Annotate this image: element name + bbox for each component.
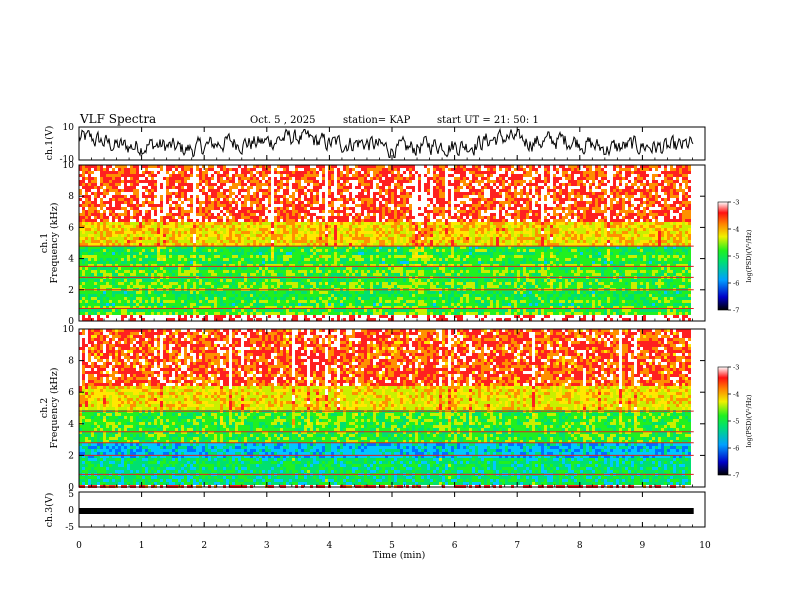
start-ut-label: start UT = 21: 50: 1	[437, 115, 539, 126]
ch2-ylabel-line2: Frequency (kHz)	[49, 368, 60, 449]
ch1-colorbar: -3 -4 -5 -6 -7 log(PSD)(V²/Hz)	[717, 199, 753, 315]
ch3-ytick-bottom: -5	[65, 523, 74, 533]
xtick-label-10: 10	[699, 541, 711, 551]
ch1-ytick-0: 0	[68, 317, 74, 327]
ch1-cbtick--3: -3	[733, 199, 739, 207]
xtick-label-9: 9	[640, 541, 646, 551]
xtick-label-7: 7	[514, 541, 520, 551]
ch3-ytick-top: 5	[68, 490, 74, 500]
ch1-spectrogram-image	[79, 165, 705, 321]
ch1-ylabel: ch.1(V)	[44, 126, 55, 161]
ch1-ytick-10: 10	[63, 161, 75, 171]
ch1-ytick-top: 10	[63, 123, 75, 133]
ch2-cbtick--6: -6	[733, 445, 739, 453]
ch1-ytick-bottom: -10	[60, 155, 75, 165]
ch1-colorbar-label: log(PSD)(V²/Hz)	[745, 229, 753, 282]
ch3-ytick-mid: 0	[68, 506, 74, 516]
ch2-cbtick--4: -4	[733, 391, 739, 399]
ch1-ytick-2: 2	[68, 286, 74, 296]
ch2-ytick-10: 10	[63, 325, 75, 335]
x-axis-label: Time (min)	[373, 550, 426, 561]
xtick-label-1: 1	[139, 541, 145, 551]
ch2-cbtick--3: -3	[733, 364, 739, 372]
ch2-spectrogram-image	[79, 329, 705, 488]
ch3-waveform-line	[79, 508, 694, 514]
ch1-cbtick--6: -6	[733, 280, 739, 288]
ch1-cbtick--4: -4	[733, 226, 739, 234]
ch1-colorbar-gradient	[717, 201, 729, 311]
ch2-ytick-0: 0	[68, 483, 74, 493]
ch2-cbtick--7: -7	[733, 472, 739, 480]
ch1-waveform-panel: 10 -10 ch.1(V)	[44, 123, 706, 165]
ch2-ylabel-line1: ch.2	[39, 398, 50, 419]
ch1-ytick-6: 6	[68, 223, 74, 233]
ch2-cbtick--5: -5	[733, 418, 739, 426]
ch1-ylabel-line1: ch.1	[39, 233, 50, 254]
ch1-spectrogram-panel: 0 2 4 6 8 10 ch.1 Frequency (kHz)	[39, 161, 706, 327]
date-label: Oct. 5 , 2025	[250, 115, 316, 126]
ch2-ytick-8: 8	[68, 357, 74, 367]
station-label: station= KAP	[343, 115, 411, 126]
xtick-label-0: 0	[76, 541, 82, 551]
ch3-waveform-panel: 5 0 -5 ch.3(V)	[44, 490, 706, 533]
ch2-ytick-2: 2	[68, 451, 74, 461]
xtick-label-2: 2	[201, 541, 207, 551]
ch1-ytick-4: 4	[68, 255, 74, 265]
ch2-colorbar-label: log(PSD)(V²/Hz)	[745, 394, 753, 447]
ch2-spectrogram-panel: 0 2 4 6 8 10 ch.2 Frequency (kHz)	[39, 325, 706, 493]
ch1-ytick-8: 8	[68, 192, 74, 202]
xtick-label-8: 8	[577, 541, 583, 551]
xtick-label-5: 5	[389, 541, 395, 551]
chart-title: VLF Spectra	[79, 112, 156, 126]
xtick-label-6: 6	[452, 541, 458, 551]
xtick-label-3: 3	[264, 541, 270, 551]
xtick-label-4: 4	[327, 541, 333, 551]
ch1-cbtick--5: -5	[733, 253, 739, 261]
ch1-waveform-line	[78, 127, 694, 159]
ch2-colorbar-gradient	[717, 366, 729, 476]
ch2-ytick-4: 4	[68, 420, 74, 430]
ch3-ylabel: ch.3(V)	[44, 493, 55, 528]
ch1-cbtick--7: -7	[733, 307, 739, 315]
ch2-colorbar: -3 -4 -5 -6 -7 log(PSD)(V²/Hz)	[717, 364, 753, 480]
ch2-ytick-6: 6	[68, 388, 74, 398]
ch1-ylabel-line2: Frequency (kHz)	[49, 203, 60, 284]
